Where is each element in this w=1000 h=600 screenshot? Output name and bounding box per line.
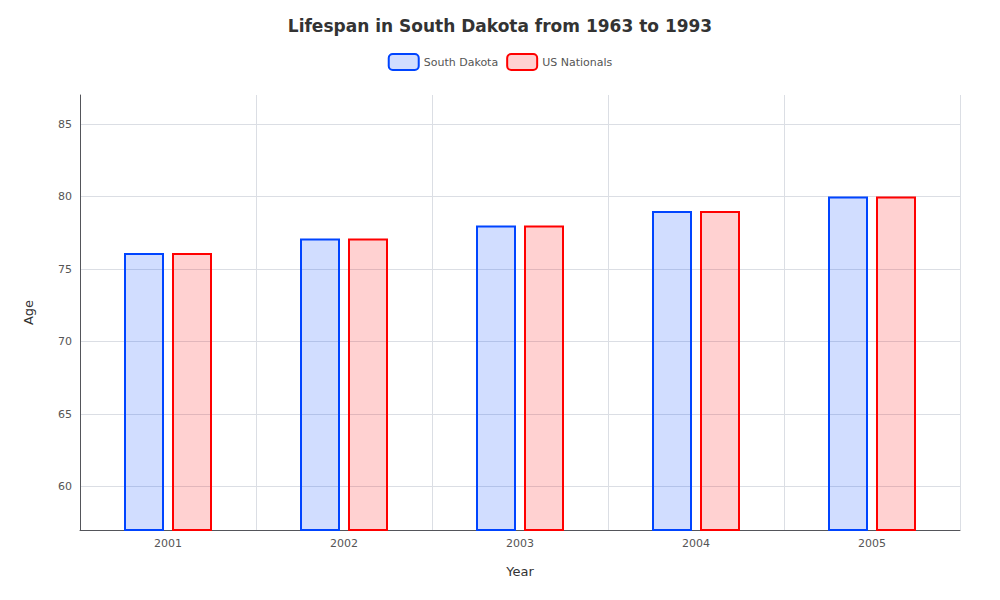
svg-text:80: 80 xyxy=(58,190,72,203)
svg-text:70: 70 xyxy=(58,335,72,348)
svg-text:2003: 2003 xyxy=(506,537,534,550)
svg-text:South Dakota: South Dakota xyxy=(424,56,498,69)
svg-text:2002: 2002 xyxy=(330,537,358,550)
svg-text:US Nationals: US Nationals xyxy=(542,56,612,69)
svg-text:Year: Year xyxy=(505,564,534,579)
svg-text:65: 65 xyxy=(58,408,72,421)
svg-text:Age: Age xyxy=(21,300,36,325)
svg-text:2004: 2004 xyxy=(682,537,710,550)
svg-text:Lifespan in South Dakota from: Lifespan in South Dakota from 1963 to 19… xyxy=(288,16,712,36)
svg-text:2005: 2005 xyxy=(858,537,886,550)
svg-text:2001: 2001 xyxy=(154,537,182,550)
svg-text:85: 85 xyxy=(58,118,72,131)
svg-text:75: 75 xyxy=(58,263,72,276)
svg-text:60: 60 xyxy=(58,480,72,493)
